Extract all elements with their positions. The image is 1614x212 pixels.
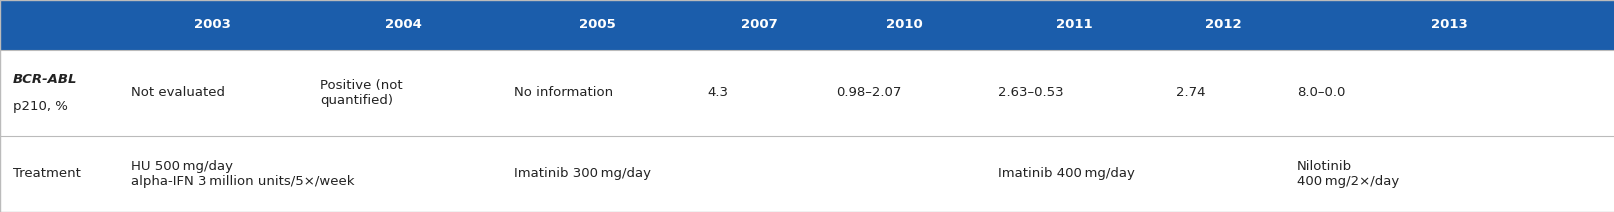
Text: HU 500 mg/day
alpha-IFN 3 million units/5×/week: HU 500 mg/day alpha-IFN 3 million units/…	[131, 160, 353, 188]
Text: 2013: 2013	[1430, 18, 1467, 31]
Bar	[0, 50, 1614, 212]
Text: 2.63–0.53: 2.63–0.53	[997, 86, 1064, 99]
Text: 2010: 2010	[886, 18, 922, 31]
Text: Positive (not
quantified): Positive (not quantified)	[320, 79, 402, 107]
Text: 2004: 2004	[386, 18, 421, 31]
Text: 0.98–2.07: 0.98–2.07	[836, 86, 901, 99]
Text: 2007: 2007	[741, 18, 776, 31]
Text: 2011: 2011	[1056, 18, 1091, 31]
Text: 2.74: 2.74	[1175, 86, 1204, 99]
Text: 2003: 2003	[194, 18, 231, 31]
Text: 2012: 2012	[1204, 18, 1241, 31]
Text: Nilotinib
400 mg/2×/day: Nilotinib 400 mg/2×/day	[1296, 160, 1398, 188]
Text: 2005: 2005	[579, 18, 615, 31]
Text: Imatinib 400 mg/day: Imatinib 400 mg/day	[997, 167, 1135, 180]
Text: No information: No information	[513, 86, 612, 99]
Text: 8.0–0.0: 8.0–0.0	[1296, 86, 1344, 99]
Text: Treatment: Treatment	[13, 167, 81, 180]
Text: BCR-ABL: BCR-ABL	[13, 73, 77, 86]
Text: p210, %: p210, %	[13, 100, 68, 113]
Text: 4.3: 4.3	[707, 86, 728, 99]
Text: Imatinib 300 mg/day: Imatinib 300 mg/day	[513, 167, 650, 180]
Text: Not evaluated: Not evaluated	[131, 86, 224, 99]
Bar	[0, 0, 1614, 50]
